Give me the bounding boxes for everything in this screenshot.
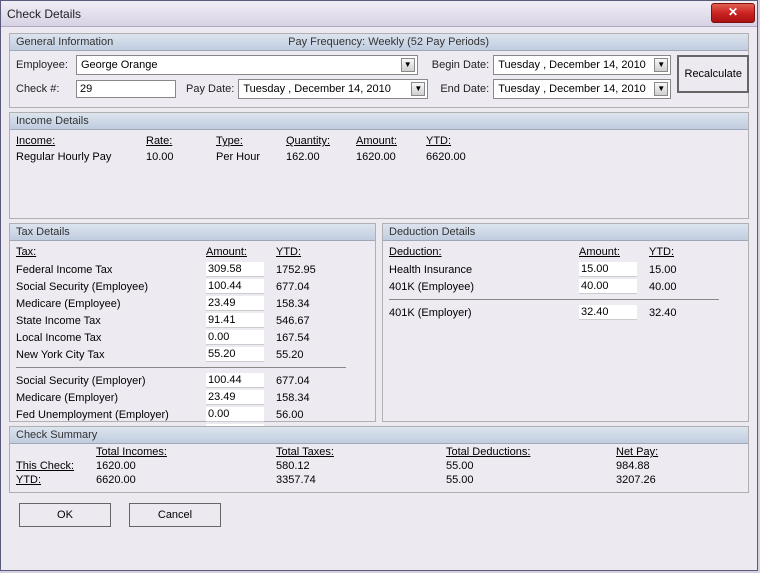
check-no-input[interactable] xyxy=(76,80,176,98)
titlebar: Check Details ✕ xyxy=(1,1,757,27)
general-info-group: General Information Pay Frequency: Weekl… xyxy=(9,33,749,108)
chevron-down-icon: ▼ xyxy=(654,58,668,72)
table-row: Federal Income Tax1752.95 xyxy=(16,261,369,278)
income-table-header: Income: Rate: Type: Quantity: Amount: YT… xyxy=(16,134,742,148)
end-date-label: End Date: xyxy=(440,83,489,95)
amount-input[interactable] xyxy=(206,390,264,405)
table-row: 401K (Employee)40.00 xyxy=(389,278,742,295)
table-row: Medicare (Employer)158.34 xyxy=(16,389,369,406)
amount-input[interactable] xyxy=(579,262,637,277)
check-summary-group: Check Summary Total Incomes: Total Taxes… xyxy=(9,426,749,493)
deduction-details-group: Deduction Details Deduction: Amount: YTD… xyxy=(382,223,749,422)
employee-label: Employee: xyxy=(16,59,72,71)
close-button[interactable]: ✕ xyxy=(711,3,755,23)
amount-input[interactable] xyxy=(579,305,637,320)
pay-date-label: Pay Date: xyxy=(186,83,234,95)
begin-date-picker[interactable]: Tuesday , December 14, 2010 ▼ xyxy=(493,55,671,75)
tax-details-title: Tax Details xyxy=(16,226,70,238)
chevron-down-icon: ▼ xyxy=(411,82,425,96)
table-row: Medicare (Employee)158.34 xyxy=(16,295,369,312)
check-summary-title: Check Summary xyxy=(16,429,97,441)
table-row: Local Income Tax167.54 xyxy=(16,329,369,346)
chevron-down-icon: ▼ xyxy=(654,82,668,96)
amount-input[interactable] xyxy=(206,330,264,345)
employee-value: George Orange xyxy=(81,59,157,71)
table-row: New York City Tax55.20 xyxy=(16,346,369,363)
deduction-table-header: Deduction: Amount: YTD: xyxy=(389,245,742,259)
recalculate-button[interactable]: Recalculate xyxy=(677,55,749,93)
tax-details-header: Tax Details xyxy=(10,224,375,241)
amount-input[interactable] xyxy=(206,279,264,294)
pay-date-picker[interactable]: Tuesday , December 14, 2010 ▼ xyxy=(238,79,428,99)
pay-date-value: Tuesday , December 14, 2010 xyxy=(243,83,391,95)
end-date-picker[interactable]: Tuesday , December 14, 2010 ▼ xyxy=(493,79,671,99)
check-no-label: Check #: xyxy=(16,83,72,95)
employee-combo[interactable]: George Orange ▼ xyxy=(76,55,418,75)
tax-table-header: Tax: Amount: YTD: xyxy=(16,245,369,259)
pay-frequency-label: Pay Frequency: Weekly (52 Pay Periods) xyxy=(288,36,489,48)
check-details-window: Check Details ✕ General Information Pay … xyxy=(0,0,758,571)
amount-input[interactable] xyxy=(206,347,264,362)
footer-buttons: OK Cancel xyxy=(9,497,749,533)
table-row: Social Security (Employee)677.04 xyxy=(16,278,369,295)
window-title: Check Details xyxy=(7,7,81,21)
amount-input[interactable] xyxy=(206,262,264,277)
income-details-group: Income Details Income: Rate: Type: Quant… xyxy=(9,112,749,219)
check-summary-header: Check Summary xyxy=(10,427,748,444)
income-row: Regular Hourly Pay 10.00 Per Hour 162.00… xyxy=(16,150,742,164)
window-content: General Information Pay Frequency: Weekl… xyxy=(1,27,757,539)
chevron-down-icon: ▼ xyxy=(401,58,415,72)
table-row: State Income Tax546.67 xyxy=(16,312,369,329)
begin-date-label: Begin Date: xyxy=(432,59,489,71)
tax-details-group: Tax Details Tax: Amount: YTD: Federal In… xyxy=(9,223,376,422)
deduction-details-title: Deduction Details xyxy=(389,226,475,238)
cancel-button[interactable]: Cancel xyxy=(129,503,221,527)
table-row: Health Insurance15.00 xyxy=(389,261,742,278)
table-row: 401K (Employer)32.40 xyxy=(389,304,742,321)
general-info-header: General Information Pay Frequency: Weekl… xyxy=(10,34,748,51)
income-details-header: Income Details xyxy=(10,113,748,130)
begin-date-value: Tuesday , December 14, 2010 xyxy=(498,59,646,71)
general-info-title: General Information xyxy=(16,36,113,48)
table-row: Social Security (Employer)677.04 xyxy=(16,372,369,389)
amount-input[interactable] xyxy=(206,373,264,388)
ok-button[interactable]: OK xyxy=(19,503,111,527)
amount-input[interactable] xyxy=(579,279,637,294)
amount-input[interactable] xyxy=(206,296,264,311)
summary-row-this: This Check: xyxy=(16,460,96,472)
amount-input[interactable] xyxy=(206,407,264,422)
amount-input[interactable] xyxy=(206,313,264,328)
table-row: Fed Unemployment (Employer)56.00 xyxy=(16,406,369,423)
summary-row-ytd: YTD: xyxy=(16,474,96,486)
end-date-value: Tuesday , December 14, 2010 xyxy=(498,83,646,95)
income-details-title: Income Details xyxy=(16,115,89,127)
deduction-details-header: Deduction Details xyxy=(383,224,748,241)
summary-grid: Total Incomes: Total Taxes: Total Deduct… xyxy=(10,444,748,492)
